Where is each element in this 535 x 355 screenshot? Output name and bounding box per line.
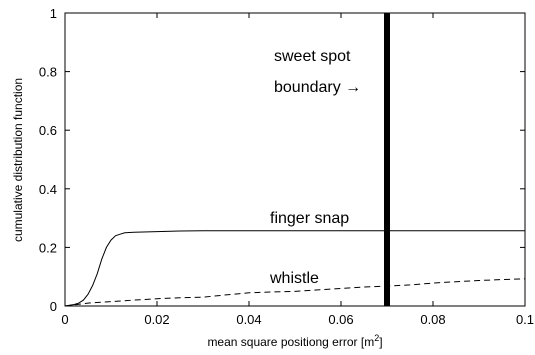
y-tick-label: 0.4 (39, 182, 57, 197)
tick-group: 0 0.02 0.04 0.06 0.08 0.1 0 0.2 0.4 0.6 0.8 1 (39, 6, 534, 327)
series-line-whistle (64, 278, 526, 307)
x-tick-label: 0.04 (236, 312, 261, 327)
x-tick-label: 0 (61, 312, 68, 327)
plot-frame (64, 12, 526, 307)
x-tick-label: 0.02 (144, 312, 169, 327)
series-label-finger-snap: finger snap (270, 210, 349, 227)
y-tick-label: 1 (50, 6, 57, 21)
y-tick-label: 0 (50, 299, 57, 314)
series-label-whistle: whistle (269, 270, 319, 287)
x-tick-label: 0.1 (516, 312, 534, 327)
series-line-finger-snap (64, 230, 525, 307)
x-axis-label-superscript: 2 (374, 333, 379, 343)
y-axis-label: cumulative distribution function (11, 78, 25, 242)
y-tick-label: 0.2 (39, 240, 57, 255)
series-group (64, 230, 526, 307)
x-tick-label: 0.08 (420, 312, 445, 327)
x-tick-label: 0.06 (328, 312, 353, 327)
annotation-boundary: boundary → (274, 79, 361, 96)
y-tick-label: 0.6 (39, 123, 57, 138)
x-axis-label: mean square positiong error [m2] (207, 333, 382, 349)
annotation-sweet-spot: sweet spot (274, 48, 351, 65)
y-tick-label: 0.8 (39, 65, 57, 80)
